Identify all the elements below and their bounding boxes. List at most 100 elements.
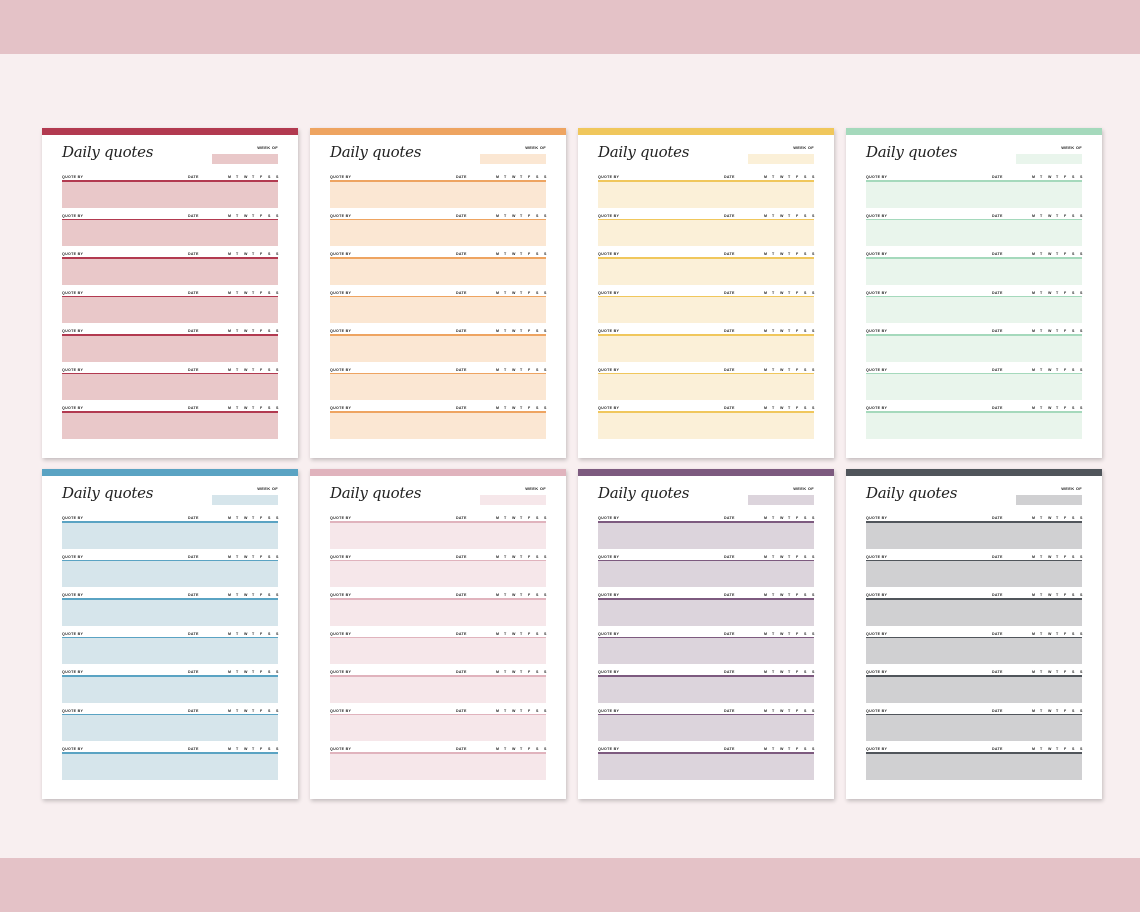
quote-text-area[interactable] — [866, 638, 1082, 664]
quote-text-area[interactable] — [598, 753, 814, 780]
quote-text-area[interactable] — [62, 753, 278, 780]
week-of-field[interactable] — [212, 495, 278, 505]
quote-text-area[interactable] — [62, 374, 278, 400]
weekday-label: F — [528, 516, 531, 520]
weekday-label: W — [244, 329, 248, 333]
quote-text-area[interactable] — [866, 715, 1082, 741]
quote-text-area[interactable] — [866, 374, 1082, 400]
quote-text-area[interactable] — [62, 561, 278, 587]
quote-text-area[interactable] — [866, 297, 1082, 323]
weekday-label: W — [512, 252, 516, 256]
quote-text-area[interactable] — [598, 374, 814, 400]
quote-text-area[interactable] — [598, 638, 814, 664]
quote-text-area[interactable] — [330, 561, 546, 587]
weekday-label: T — [1040, 290, 1043, 295]
quote-by-label: QUOTE BY — [62, 252, 84, 256]
quote-text-area[interactable] — [62, 638, 278, 664]
quote-text-area[interactable] — [330, 258, 546, 285]
weekday-label: T — [236, 329, 239, 333]
entry-rule — [330, 636, 546, 638]
quote-text-area[interactable] — [330, 374, 546, 400]
top-band — [0, 0, 1140, 54]
quote-text-area[interactable] — [866, 599, 1082, 626]
quote-text-area[interactable] — [598, 297, 814, 323]
quote-text-area[interactable] — [62, 258, 278, 285]
quote-text-area[interactable] — [330, 412, 546, 439]
weekday-label: M — [496, 252, 499, 256]
quote-text-area[interactable] — [866, 220, 1082, 246]
quote-text-area[interactable] — [866, 412, 1082, 439]
weekday-label: W — [780, 593, 784, 597]
quote-entry: QUOTE BY DATE M T W T F S S — [598, 406, 814, 445]
week-of-field[interactable] — [1016, 495, 1082, 505]
quote-text-area[interactable] — [866, 561, 1082, 587]
date-label: DATE — [188, 213, 199, 218]
weekday-label: S — [812, 213, 815, 218]
weekday-label: S — [276, 631, 279, 636]
weekday-label: T — [788, 213, 791, 218]
quote-text-area[interactable] — [598, 335, 814, 362]
quote-text-area[interactable] — [598, 599, 814, 626]
quote-text-area[interactable] — [330, 297, 546, 323]
quote-by-label: QUOTE BY — [62, 708, 84, 713]
weekday-label: S — [268, 213, 271, 218]
quote-text-area[interactable] — [62, 412, 278, 439]
quote-text-area[interactable] — [62, 181, 278, 208]
quote-text-area[interactable] — [598, 412, 814, 439]
week-of-field[interactable] — [212, 154, 278, 164]
weekday-label: W — [780, 252, 784, 256]
quote-text-area[interactable] — [598, 715, 814, 741]
quote-text-area[interactable] — [62, 335, 278, 362]
entry-rule — [866, 598, 1082, 600]
quote-text-area[interactable] — [866, 258, 1082, 285]
quote-text-area[interactable] — [598, 676, 814, 703]
weekday-label: S — [544, 593, 547, 597]
week-of-field[interactable] — [748, 495, 814, 505]
quote-text-area[interactable] — [62, 297, 278, 323]
quote-text-area[interactable] — [866, 676, 1082, 703]
weekday-label: M — [764, 175, 767, 179]
weekday-label: S — [804, 406, 807, 410]
quote-text-area[interactable] — [598, 522, 814, 549]
weekday-label: S — [268, 708, 271, 713]
quote-text-area[interactable] — [330, 638, 546, 664]
quote-text-area[interactable] — [330, 599, 546, 626]
quote-text-area[interactable] — [62, 715, 278, 741]
quote-text-area[interactable] — [330, 335, 546, 362]
quote-text-area[interactable] — [62, 676, 278, 703]
quote-text-area[interactable] — [330, 220, 546, 246]
quote-text-area[interactable] — [330, 522, 546, 549]
week-of-field[interactable] — [1016, 154, 1082, 164]
quote-text-area[interactable] — [330, 676, 546, 703]
quote-text-area[interactable] — [866, 753, 1082, 780]
quote-text-area[interactable] — [330, 181, 546, 208]
quote-text-area[interactable] — [598, 561, 814, 587]
weekday-label: S — [268, 631, 271, 636]
weekday-label: M — [1032, 631, 1035, 636]
page-title: Daily quotes — [598, 484, 690, 502]
quote-text-area[interactable] — [62, 220, 278, 246]
weekday-label: F — [528, 213, 531, 218]
quote-by-label: QUOTE BY — [62, 213, 84, 218]
weekday-label: S — [276, 329, 279, 333]
quote-text-area[interactable] — [598, 220, 814, 246]
quote-text-area[interactable] — [866, 522, 1082, 549]
quote-text-area[interactable] — [598, 258, 814, 285]
quote-text-area[interactable] — [62, 599, 278, 626]
week-of-field[interactable] — [480, 495, 546, 505]
week-of-field[interactable] — [480, 154, 546, 164]
quote-text-area[interactable] — [330, 753, 546, 780]
week-of-field[interactable] — [748, 154, 814, 164]
weekday-label: W — [244, 747, 248, 751]
quote-text-area[interactable] — [330, 715, 546, 741]
quote-text-area[interactable] — [598, 181, 814, 208]
weekday-label: T — [788, 329, 791, 333]
weekday-label: S — [536, 252, 539, 256]
quote-text-area[interactable] — [866, 335, 1082, 362]
page-title: Daily quotes — [866, 484, 958, 502]
entry-rule — [598, 218, 814, 220]
quote-text-area[interactable] — [866, 181, 1082, 208]
quote-text-area[interactable] — [62, 522, 278, 549]
